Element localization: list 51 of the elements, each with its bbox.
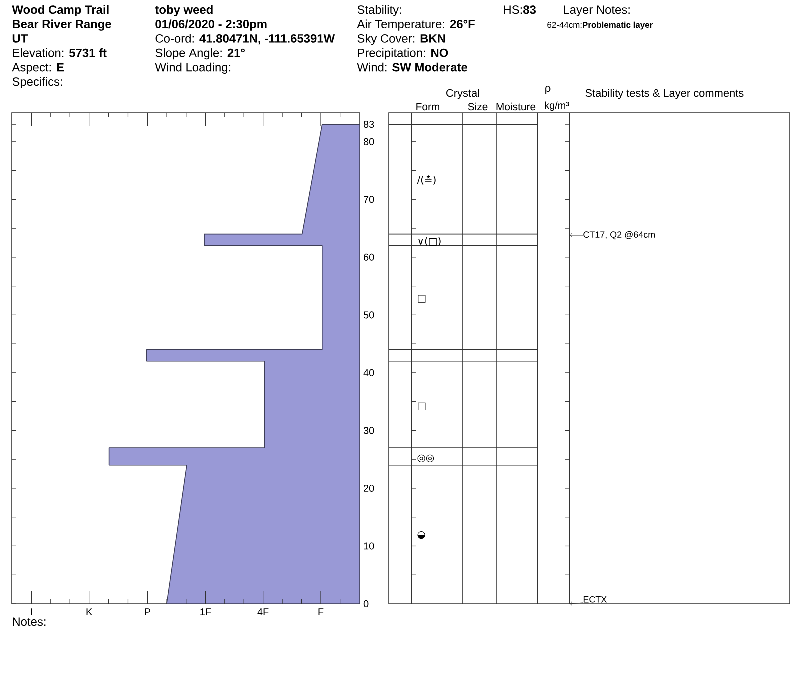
text: Slope Angle: 21° — [156, 48, 245, 60]
text: Moisture — [496, 102, 536, 111]
text: kg/m³ — [545, 102, 570, 112]
y-tick-label: 83 — [364, 121, 374, 128]
text: P — [145, 608, 151, 616]
text: ◎◎ — [418, 454, 434, 463]
text: Crystal — [446, 89, 480, 100]
text: Stability tests & Layer comments — [586, 89, 744, 100]
text: Aspect: E — [12, 63, 64, 74]
text: ECTX — [584, 596, 607, 603]
chart-title: Wood Camp Trail — [12, 5, 109, 16]
text: Notes: — [13, 618, 46, 626]
y-tick-label: 0 — [364, 600, 369, 608]
y-tick-label: 50 — [364, 312, 374, 319]
y-tick-label: 60 — [364, 254, 374, 261]
text: ∕(≛) — [417, 175, 436, 185]
text: I — [31, 608, 32, 616]
text: □ — [418, 402, 426, 411]
text: Size — [468, 102, 488, 111]
text: ∨(□) — [418, 237, 441, 246]
text: ◒ — [418, 531, 426, 540]
y-tick-label: 70 — [364, 196, 374, 204]
y-tick-label: 40 — [364, 369, 374, 376]
text: Stability: — [358, 5, 402, 16]
text: Sky Cover: BKN — [358, 34, 446, 46]
y-tick-label: 10 — [364, 542, 374, 550]
y-tick-label: 20 — [364, 484, 374, 492]
text: □ — [418, 295, 426, 303]
text: UT — [12, 34, 28, 43]
y-tick-label: 30 — [364, 427, 374, 434]
text: Layer Notes: — [564, 6, 630, 16]
text: Specifics: — [12, 77, 62, 88]
text: 62-44cm:Problematic layer — [548, 22, 653, 30]
text: Precipitation: NO — [358, 48, 448, 60]
text: CT17, Q2 @64cm — [584, 231, 655, 240]
text: Elevation: 5731 ft — [13, 48, 107, 58]
text: 01/06/2020 - 2:30pm — [156, 20, 267, 31]
text: toby weed — [155, 5, 213, 16]
text: Form — [416, 103, 440, 111]
text: ρ — [546, 86, 551, 94]
y-tick-label: 80 — [364, 138, 374, 146]
text: 1F — [200, 608, 212, 616]
text: F — [318, 608, 324, 616]
text: K — [86, 608, 93, 616]
text: Air Temperature: 26°F — [357, 20, 475, 31]
text: Wind Loading: — [155, 62, 231, 74]
text: HS:83 — [504, 6, 536, 14]
text: Wind: SW Moderate — [357, 62, 468, 72]
text: 4F — [258, 608, 269, 616]
text: Co-ord: 41.80471N, -111.65391W — [156, 34, 336, 45]
chart-subtitle: Bear River Range — [12, 20, 112, 31]
